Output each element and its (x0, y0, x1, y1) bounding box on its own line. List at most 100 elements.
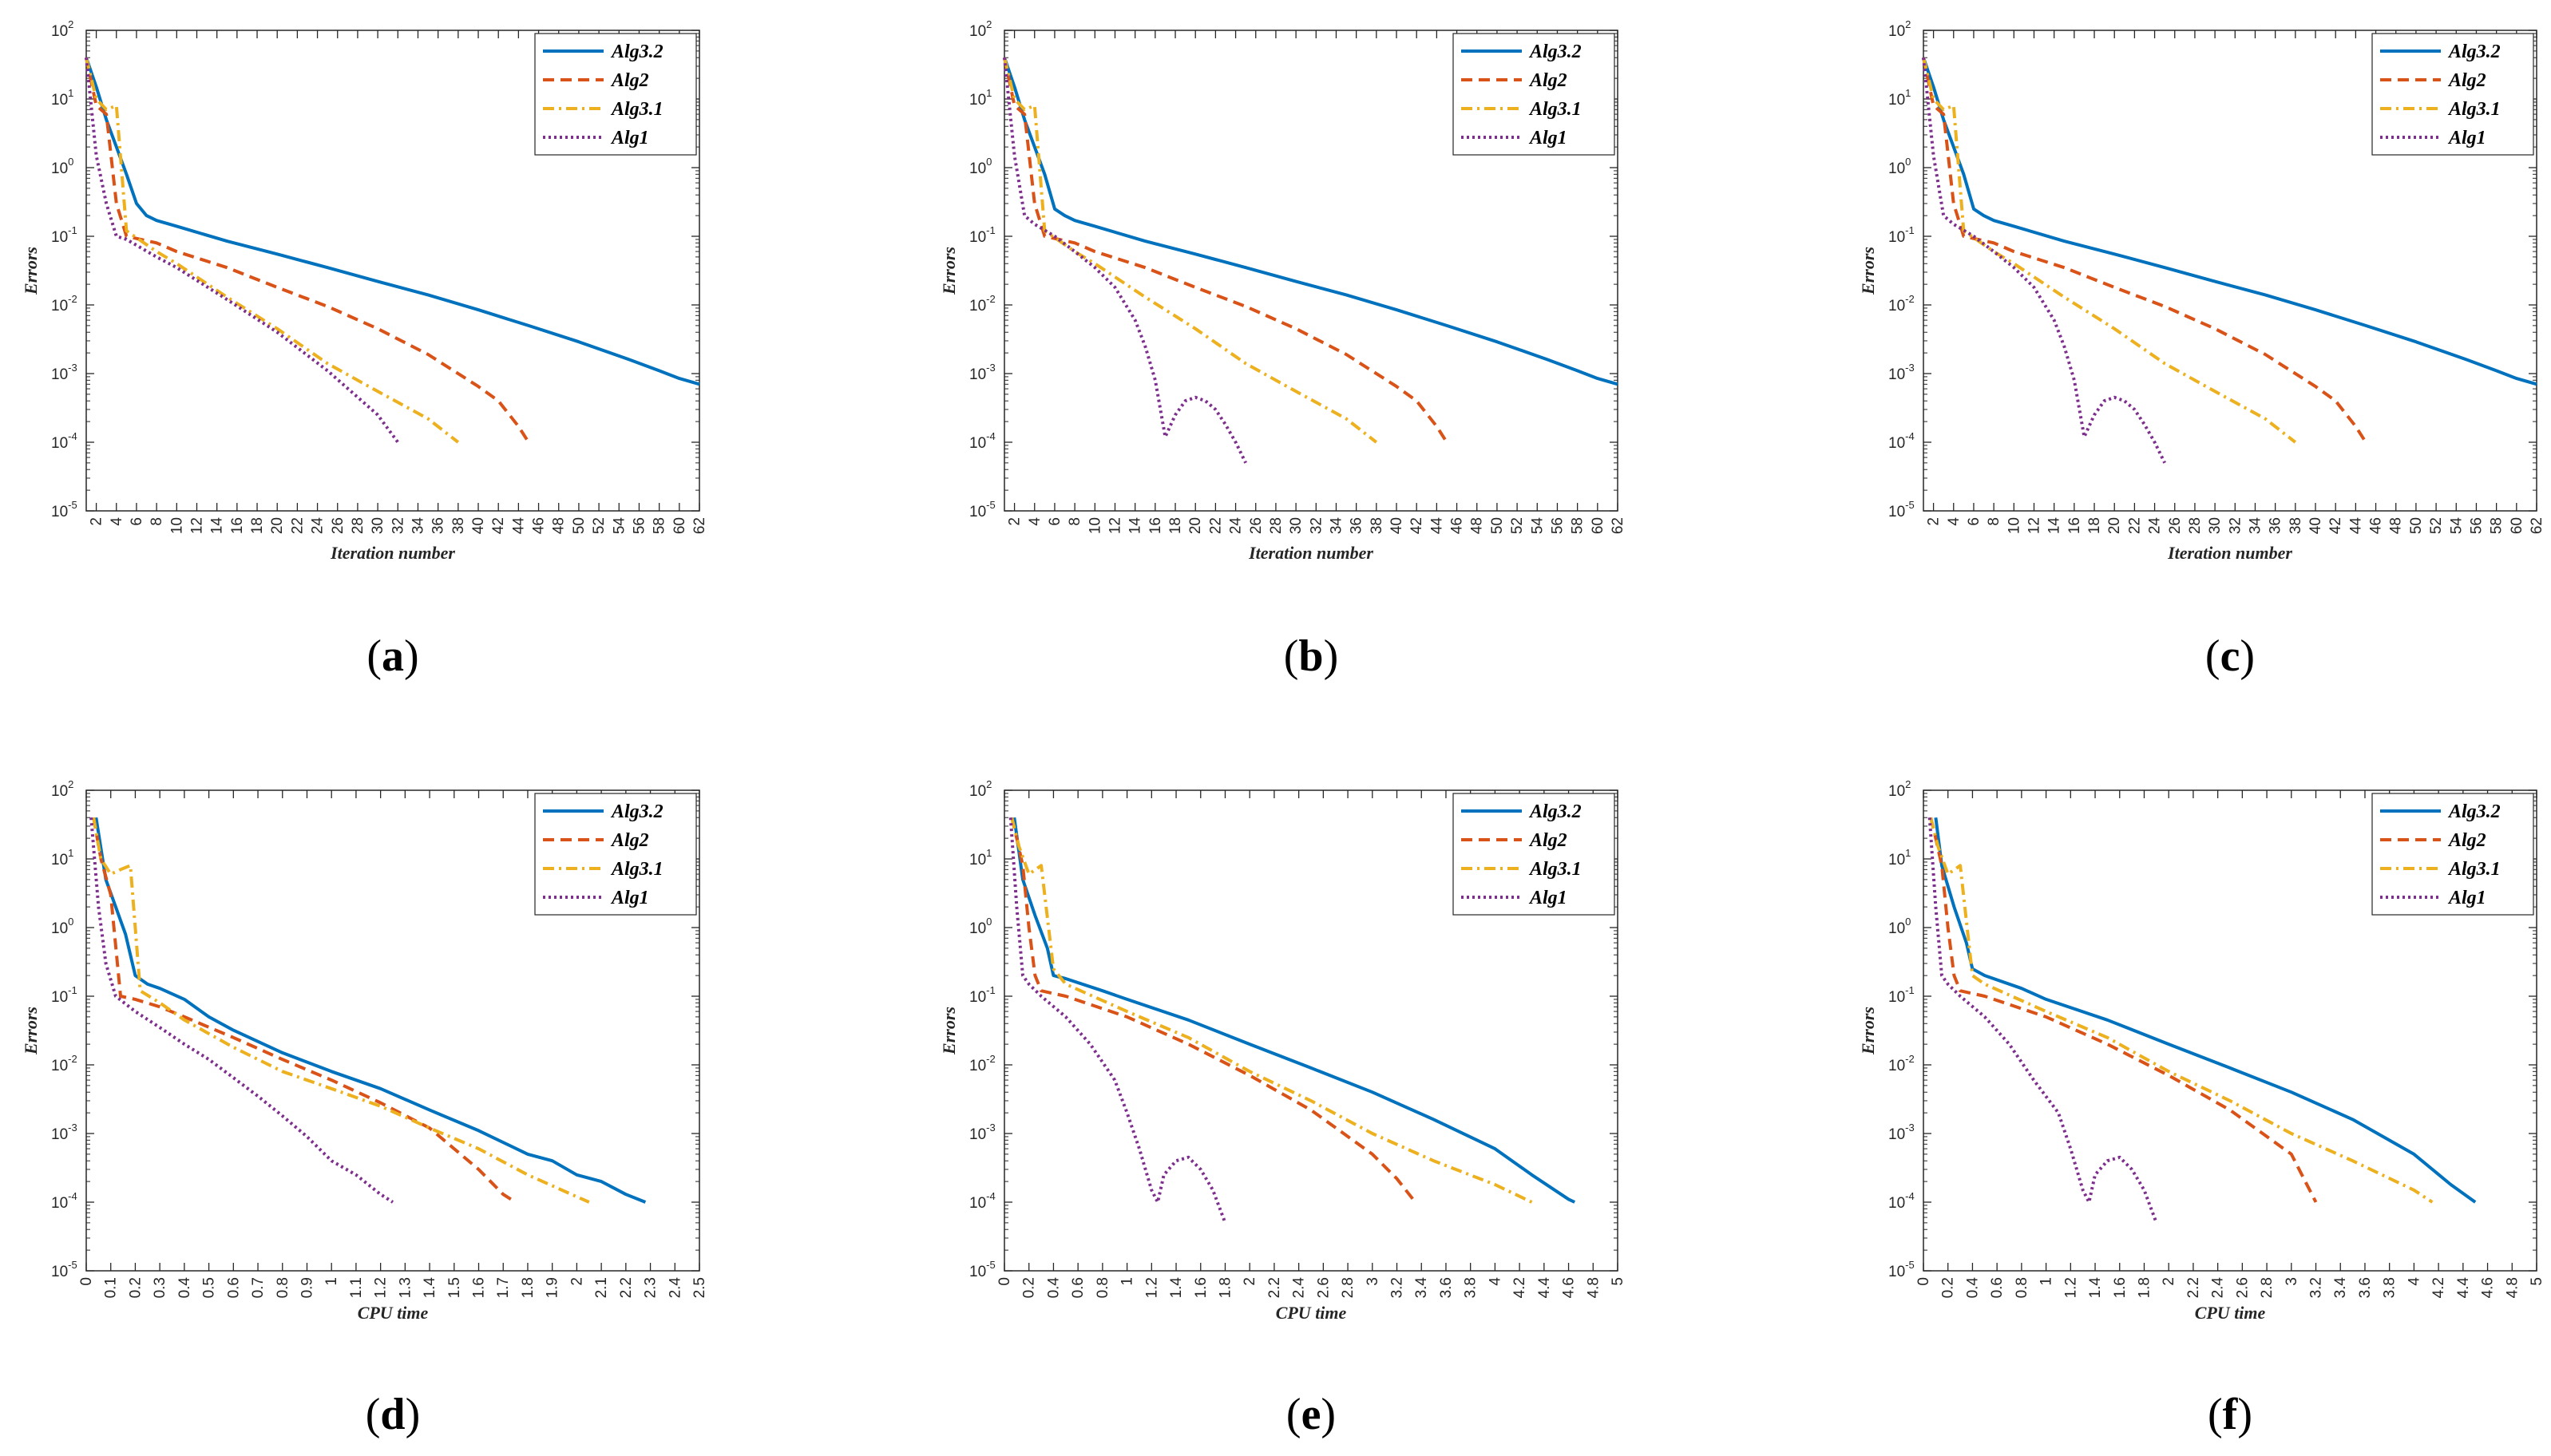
legend: Alg3.2 Alg2 Alg3.1 Alg1 (534, 33, 697, 156)
y-axis-label: Errors (939, 1007, 959, 1055)
x-axis-label: CPU time (1276, 1303, 1347, 1323)
legend-box (1452, 33, 1615, 156)
y-tick-label: 100 (969, 156, 992, 177)
y-tick-label: 10-4 (969, 430, 996, 452)
x-tick-label: 2.4 (667, 1277, 683, 1299)
x-tick-label: 62 (2529, 517, 2545, 534)
legend-entry: Alg3.1 (2447, 859, 2501, 880)
y-tick-label: 10-3 (1888, 1122, 1915, 1143)
subfigure-caption: (b) (1284, 631, 1338, 681)
x-tick-label: 24 (310, 517, 327, 535)
x-tick-label: 4.8 (1585, 1277, 1602, 1298)
x-tick-label: 18 (1167, 517, 1184, 534)
x-tick-label: 2.2 (1266, 1277, 1283, 1298)
chart-panel-f: 10-5 10-4 10-3 10-2 10-1 100 101 102 0 0.2 0.4 0.6 0… (1858, 778, 2545, 1439)
y-tick-label: 100 (1888, 916, 1911, 937)
x-tick-label: 4 (109, 517, 125, 526)
x-tick-label: 0.8 (2014, 1277, 2030, 1298)
x-tick-label: 50 (2408, 517, 2425, 534)
x-tick-label: 1.4 (1168, 1277, 1185, 1299)
x-tick-label: 2.1 (593, 1277, 610, 1298)
legend-entry: Alg3.2 (2447, 42, 2501, 62)
x-tick-label: 24 (1228, 517, 1245, 535)
y-tick-label: 10-1 (51, 984, 77, 1006)
x-tick-label: 1.8 (520, 1277, 537, 1298)
x-tick-label: 52 (1509, 517, 1526, 534)
y-tick-label: 101 (969, 847, 992, 868)
x-tick-label: 0.8 (1095, 1277, 1111, 1298)
legend-entry: Alg3.2 (1528, 42, 1582, 62)
series-line-alg2 (1003, 57, 1448, 444)
series-line-alg3-1 (85, 57, 460, 444)
x-tick-label: 1.4 (2087, 1277, 2104, 1299)
x-tick-label: 12 (188, 517, 205, 534)
x-tick-label: 28 (1268, 517, 1285, 534)
x-tick-label: 32 (390, 517, 406, 534)
y-tick-label: 10-5 (51, 1259, 77, 1280)
legend-entry: Alg2 (2447, 70, 2486, 91)
axes-box (85, 30, 700, 512)
series-line-alg3-1 (1003, 57, 1378, 444)
legend: Alg3.2 Alg2 Alg3.1 Alg1 (2371, 33, 2534, 156)
legend-entry: Alg3.2 (610, 801, 663, 822)
chart-panel-d: 10-5 10-4 10-3 10-2 10-1 100 101 102 0 0.1 0.2 0.3 0… (21, 778, 708, 1439)
y-tick-label: 102 (51, 18, 73, 40)
x-tick-label: 3.6 (1438, 1277, 1455, 1298)
x-tick-label: 3 (2284, 1277, 2300, 1286)
x-tick-label: 4 (1027, 517, 1044, 526)
x-tick-label: 3 (1365, 1277, 1381, 1286)
legend-entry: Alg2 (1528, 830, 1567, 851)
series-line-alg2 (92, 817, 517, 1204)
x-tick-label: 14 (2046, 517, 2063, 535)
x-axis-label: CPU time (358, 1303, 429, 1323)
x-tick-label: 2.2 (618, 1277, 635, 1298)
x-tick-label: 36 (2268, 517, 2284, 534)
y-tick-label: 10-3 (1888, 362, 1915, 383)
x-tick-label: 36 (1349, 517, 1365, 534)
legend-box (2371, 33, 2534, 156)
x-tick-label: 38 (1369, 517, 1385, 534)
legend-entry: Alg2 (2447, 830, 2486, 851)
x-tick-label: 48 (2388, 517, 2405, 534)
legend-entry: Alg3.2 (1528, 801, 1582, 822)
x-tick-label: 48 (551, 517, 568, 534)
legend-entry: Alg1 (2447, 128, 2486, 148)
x-tick-label: 1.7 (495, 1277, 512, 1298)
x-tick-label: 2.8 (1340, 1277, 1357, 1298)
x-tick-label: 2.8 (2259, 1277, 2276, 1298)
x-tick-label: 62 (691, 517, 708, 534)
x-tick-label: 42 (1408, 517, 1425, 534)
x-tick-label: 10 (1087, 517, 1103, 534)
series-line-alg1 (89, 817, 394, 1204)
y-tick-label: 10-1 (969, 224, 996, 246)
y-tick-label: 101 (51, 847, 73, 868)
x-tick-label: 4.4 (2455, 1277, 2472, 1299)
x-tick-label: 12 (2026, 517, 2042, 534)
y-tick-label: 10-5 (969, 499, 996, 520)
legend-entry: Alg2 (1528, 70, 1567, 91)
legend: Alg3.2 Alg2 Alg3.1 Alg1 (1452, 33, 1615, 156)
y-axis-label: Errors (21, 1007, 41, 1055)
series-line-alg1 (85, 57, 399, 444)
y-tick-label: 10-2 (1888, 293, 1915, 315)
x-tick-label: 4.6 (2480, 1277, 2497, 1298)
x-tick-label: 56 (2468, 517, 2485, 534)
x-tick-label: 1.8 (2136, 1277, 2153, 1298)
y-axis-label: Errors (1858, 247, 1878, 295)
y-tick-label: 10-4 (51, 1190, 77, 1212)
x-tick-label: 34 (410, 517, 426, 535)
x-tick-label: 38 (2288, 517, 2304, 534)
y-tick-label: 102 (1888, 778, 1911, 800)
x-tick-label: 12 (1107, 517, 1123, 534)
x-tick-label: 1.6 (1193, 1277, 1210, 1298)
y-axis-label: Errors (939, 247, 959, 295)
x-tick-label: 26 (330, 517, 347, 534)
y-tick-label: 100 (969, 916, 992, 937)
x-tick-label: 50 (1489, 517, 1506, 534)
series-line-alg3-1 (1922, 57, 2297, 444)
x-tick-label: 20 (269, 517, 286, 534)
y-tick-label: 10-1 (1888, 984, 1915, 1006)
y-tick-label: 10-2 (51, 1053, 77, 1074)
y-tick-label: 10-4 (51, 430, 77, 452)
x-tick-label: 1.4 (422, 1277, 438, 1299)
